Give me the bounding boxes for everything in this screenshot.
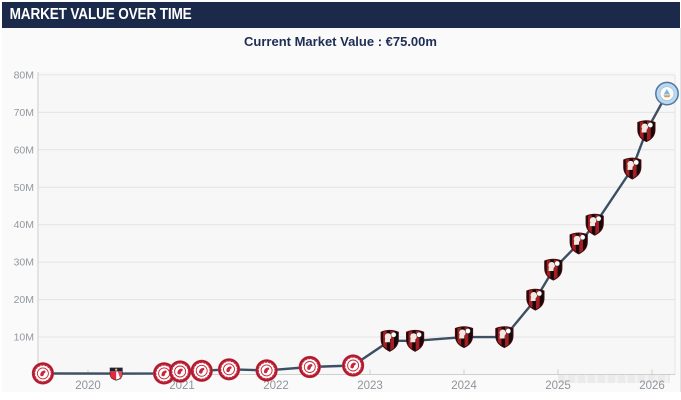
data-point-marker[interactable] bbox=[190, 359, 214, 383]
man-city-crest-icon bbox=[655, 81, 679, 106]
y-axis-label: 50M bbox=[14, 182, 34, 194]
data-point-marker[interactable] bbox=[109, 367, 123, 381]
x-axis-label: 2026 bbox=[639, 380, 665, 392]
data-point-marker[interactable] bbox=[341, 353, 365, 378]
header-bar: MARKET VALUE OVER TIME bbox=[2, 2, 680, 28]
x-axis-label: 2021 bbox=[169, 380, 195, 392]
plot-area bbox=[38, 72, 675, 375]
data-point-marker[interactable] bbox=[255, 358, 279, 382]
data-point-marker[interactable] bbox=[168, 359, 192, 384]
data-point-marker[interactable] bbox=[298, 355, 322, 379]
y-axis-label: 30M bbox=[14, 257, 34, 269]
x-axis-label: 2020 bbox=[75, 380, 101, 392]
y-axis-label: 10M bbox=[14, 332, 34, 344]
y-axis-label: 20M bbox=[14, 294, 34, 306]
y-axis-label: 70M bbox=[14, 107, 34, 119]
bristol-city-crest-icon bbox=[217, 357, 241, 381]
x-axis-label: 2023 bbox=[357, 380, 383, 392]
page-title: MARKET VALUE OVER TIME bbox=[9, 6, 192, 23]
sunderland-crest-icon bbox=[109, 367, 123, 381]
bristol-city-crest-icon bbox=[168, 359, 192, 384]
bristol-city-crest-icon bbox=[255, 358, 279, 382]
current-market-value-label: Current Market Value : €75.00m bbox=[244, 34, 437, 49]
x-axis-label: 2022 bbox=[263, 380, 289, 392]
bristol-city-crest-icon bbox=[341, 353, 365, 378]
bristol-city-crest-icon bbox=[31, 361, 55, 385]
y-axis-label: 40M bbox=[14, 219, 34, 231]
data-point-marker[interactable] bbox=[217, 357, 241, 381]
bristol-city-crest-icon bbox=[298, 355, 322, 379]
x-axis-label: 2025 bbox=[545, 380, 571, 392]
x-axis-label: 2024 bbox=[451, 380, 477, 392]
data-point-marker[interactable] bbox=[655, 81, 679, 106]
y-axis-label: 60M bbox=[14, 144, 34, 156]
data-point-marker[interactable] bbox=[31, 361, 55, 385]
bristol-city-crest-icon bbox=[190, 359, 214, 383]
y-axis-label: 80M bbox=[14, 69, 34, 81]
